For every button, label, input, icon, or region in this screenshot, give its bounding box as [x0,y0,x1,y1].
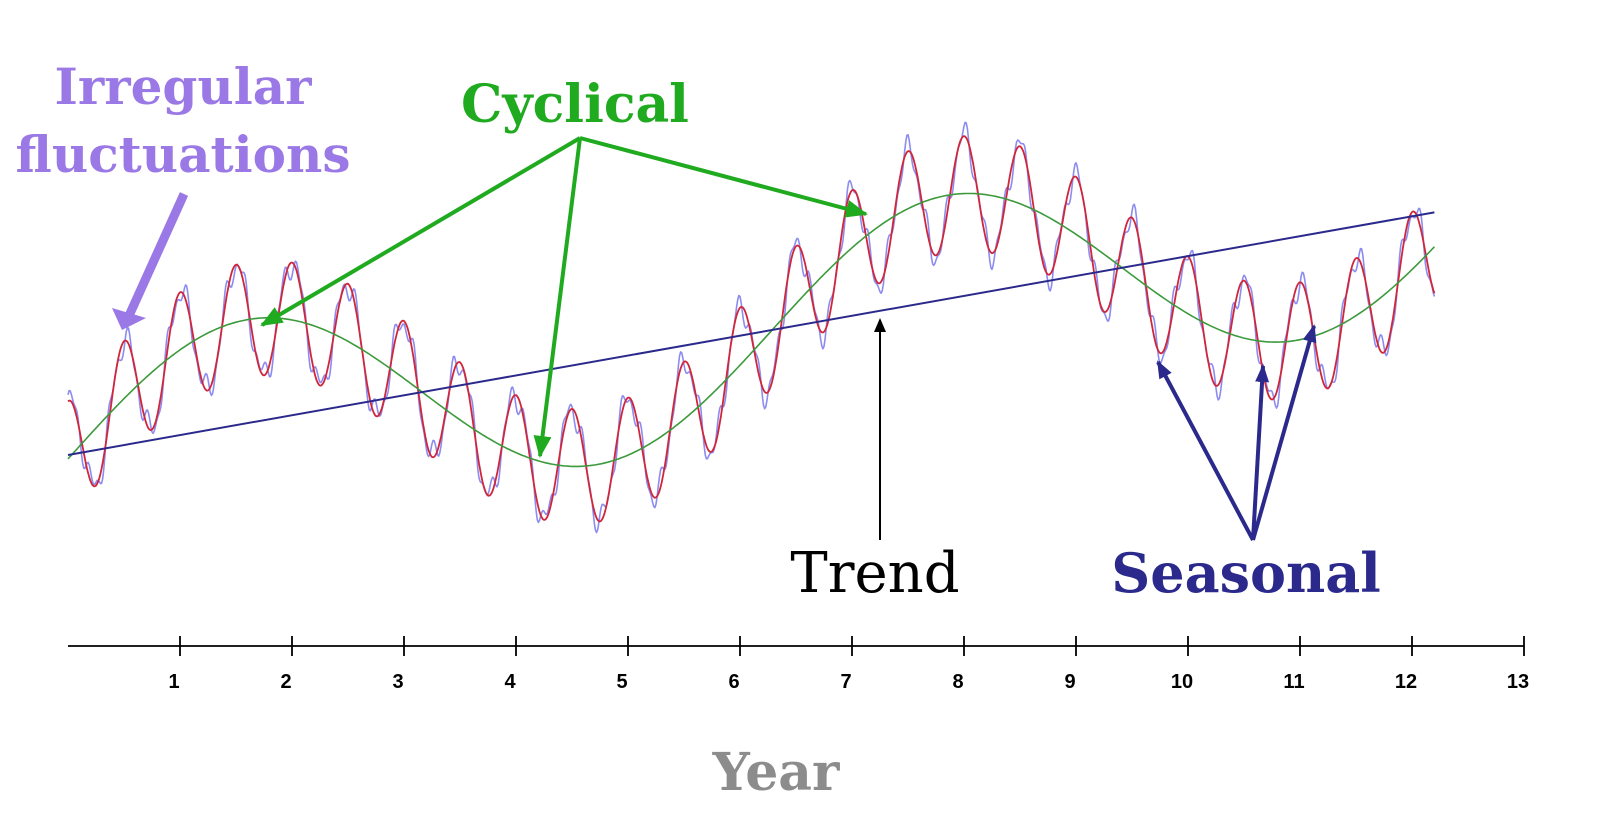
series-layer [67,121,1436,534]
x-tick-label: 13 [1507,671,1529,693]
annotation-trend: Trend [790,541,959,606]
annotation-seasonal: Seasonal [1111,541,1381,605]
x-axis-ticks: 1 2 3 4 5 6 7 8 9 10 11 12 13 [168,636,1529,693]
x-tick-label: 5 [616,671,627,693]
x-tick-label: 2 [280,671,291,693]
x-tick-label: 1 [168,671,179,693]
x-tick-label: 12 [1395,671,1417,693]
x-tick-label: 7 [840,671,851,693]
x-tick-label: 9 [1064,671,1075,693]
annotation-irregular-line2: fluctuations [16,125,351,184]
series-trend-line [67,211,1435,456]
series-cyclical-line [67,192,1435,468]
annotation-layer: Irregular fluctuations Cyclical Trend Se… [16,57,1381,606]
x-tick-label: 11 [1283,671,1304,693]
arrow-cyclical-1 [260,136,582,327]
annotation-irregular-line1: Irregular [55,57,313,116]
x-axis-label: Year [712,742,840,803]
arrow-cyclical-2 [533,137,582,458]
x-tick-label: 6 [728,671,739,693]
x-tick-label: 8 [952,671,963,693]
arrow-cyclical-3 [579,136,868,218]
arrow-seasonal-1 [1156,360,1255,541]
arrow-seasonal-3 [1251,324,1317,541]
x-tick-label: 10 [1171,671,1193,693]
arrowhead-irregular [112,308,146,330]
series-seasonal-line [67,135,1436,523]
x-tick-label: 3 [392,671,403,693]
x-tick-label: 4 [504,671,516,693]
arrow-irregular [123,192,189,320]
annotation-cyclical: Cyclical [461,74,689,135]
arrow-seasonal-2 [1251,364,1270,541]
